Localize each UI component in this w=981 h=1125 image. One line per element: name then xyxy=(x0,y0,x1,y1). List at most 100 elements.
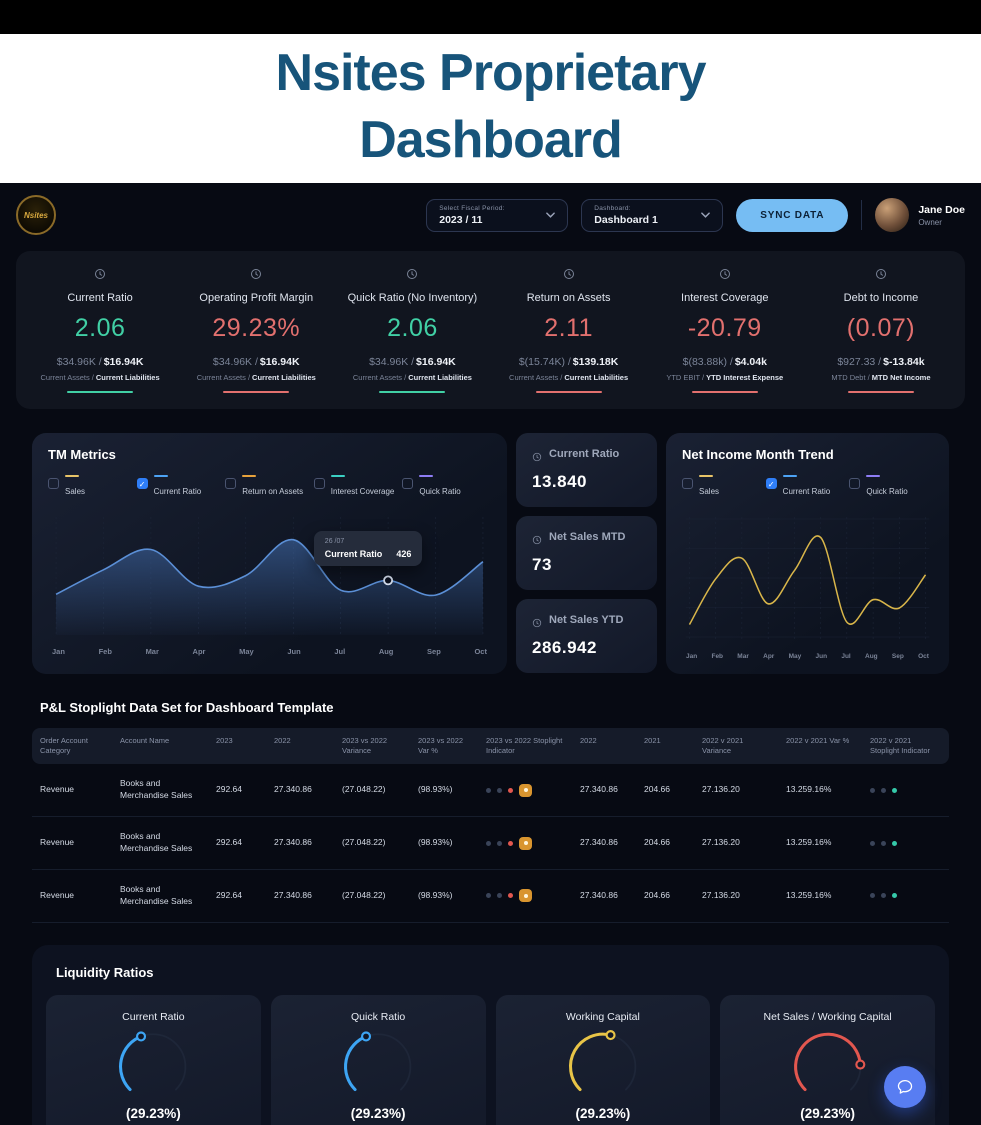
checkbox[interactable]: ✓ xyxy=(136,478,148,490)
stoplight-dot xyxy=(892,840,897,846)
kpi-label-left: YTD EBIT / xyxy=(666,373,705,383)
legend-color-dash xyxy=(699,475,713,478)
column-header: 2022 xyxy=(266,728,334,765)
legend-item-current-ratio[interactable]: ✓ Current Ratio xyxy=(765,475,850,499)
legend-item-current-ratio[interactable]: ✓ Current Ratio xyxy=(136,475,226,499)
user-name: Jane Doe xyxy=(918,203,965,216)
kpi-underline xyxy=(67,391,134,394)
stoplight-dot xyxy=(881,787,886,793)
fiscal-period-select[interactable]: Select Fiscal Period: 2023 / 11 xyxy=(426,198,569,232)
legend-label: Return on Assets xyxy=(242,487,304,497)
kpi-value: 2.11 xyxy=(544,314,593,343)
checkbox[interactable] xyxy=(402,478,414,490)
cell-2023: 292.64 xyxy=(208,870,266,923)
tm-metrics-chart-area: 26 /07 Current Ratio 426 xyxy=(48,513,491,639)
cell-category: Revenue xyxy=(32,870,112,923)
kpi-numerator: $34.96K / xyxy=(369,356,415,369)
clock-icon xyxy=(719,267,731,280)
gauge-value: (29.23%) xyxy=(575,1105,631,1121)
legend-item-interest-coverage[interactable]: Interest Coverage xyxy=(313,475,403,499)
kpi-label-right: Current Liabilities xyxy=(408,373,472,383)
legend-color-dash xyxy=(242,475,257,478)
legend-label: Current Ratio xyxy=(782,487,831,497)
stoplight-dot xyxy=(508,893,513,899)
metric-card-net-sales-ytd: Net Sales YTD 286.942 xyxy=(516,599,657,674)
metric-card-title: Current Ratio xyxy=(549,448,620,461)
chevron-down-icon xyxy=(701,212,711,218)
chat-button[interactable] xyxy=(884,1066,926,1108)
clock-icon xyxy=(250,267,262,280)
kpi-value: 2.06 xyxy=(387,314,438,343)
cell-stoplight xyxy=(862,817,949,870)
tooltip-value: 426 xyxy=(396,548,412,559)
kpi-operating-profit-margin: Operating Profit Margin 29.23% $34.96K /… xyxy=(178,267,334,394)
x-axis-label: Aug xyxy=(378,647,394,657)
dashboard-select[interactable]: Dashboard: Dashboard 1 xyxy=(581,198,724,232)
checkbox[interactable]: ✓ xyxy=(765,478,777,490)
kpi-value: -20.79 xyxy=(687,314,762,343)
checkbox[interactable] xyxy=(682,478,693,490)
kpi-numerator: $(15.74K) / xyxy=(518,356,571,369)
cell-account: Books and Merchandise Sales xyxy=(112,817,208,870)
kpi-label-right: MTD Net Income xyxy=(871,373,931,383)
chat-bubble-icon xyxy=(896,1078,914,1096)
gauge-value: (29.23%) xyxy=(125,1105,181,1121)
kpi-title: Interest Coverage xyxy=(681,292,769,305)
legend-item-sales[interactable]: Sales xyxy=(48,475,137,499)
kpi-denominator: $16.94K xyxy=(416,356,456,369)
stoplight-badge-icon xyxy=(519,783,532,797)
stoplight-dot xyxy=(486,893,491,899)
table-row: Revenue Books and Merchandise Sales 292.… xyxy=(32,817,949,870)
legend-item-return-on-assets[interactable]: Return on Assets xyxy=(225,475,314,499)
x-axis-label: Mar xyxy=(145,647,159,657)
cell-category: Revenue xyxy=(32,817,112,870)
legend-item-quick-ratio[interactable]: Quick Ratio xyxy=(402,475,491,499)
x-axis-label: Oct xyxy=(474,647,487,657)
checkbox[interactable] xyxy=(48,478,59,490)
user-role: Owner xyxy=(918,217,942,227)
kpi-return-on-assets: Return on Assets 2.11 $(15.74K) / $139.18… xyxy=(491,267,647,394)
net-income-trend-chart xyxy=(685,517,930,642)
gauge-card-working-capital: Working Capital (29.23%) Working Capital… xyxy=(495,994,711,1125)
clock-icon xyxy=(875,267,887,280)
checkbox[interactable] xyxy=(849,478,861,490)
checkbox[interactable] xyxy=(225,478,237,490)
cell-stoplight xyxy=(862,870,949,923)
x-axis-label: Sep xyxy=(891,653,904,661)
table-title: P&L Stoplight Data Set for Dashboard Tem… xyxy=(40,700,334,716)
clock-icon xyxy=(532,449,542,462)
x-axis-label: Jul xyxy=(841,653,851,661)
user-profile[interactable]: Jane Doe Owner xyxy=(875,198,965,233)
gauge-card-current-ratio: Current Ratio (29.23%) Current Ratio $34… xyxy=(46,994,261,1125)
clock-icon xyxy=(563,267,575,280)
dashboard-select-label: Dashboard: xyxy=(594,204,631,212)
column-header: 2022 v 2021 Stoplight Indicator xyxy=(862,728,949,765)
cell-variance: (27.048.22) xyxy=(334,764,410,818)
stoplight-badge-icon xyxy=(519,836,532,850)
metric-card-value: 13.840 xyxy=(532,472,587,492)
stoplight-dot xyxy=(870,787,875,793)
x-axis-label: Sep xyxy=(427,647,441,657)
sync-data-button[interactable]: SYNC DATA xyxy=(736,198,849,232)
cell-2022: 27.340.86 xyxy=(266,817,334,870)
legend-item-sales[interactable]: Sales xyxy=(682,475,766,499)
metric-card-title: Net Sales YTD xyxy=(549,614,624,627)
legend-item-quick-ratio[interactable]: Quick Ratio xyxy=(849,475,933,499)
cell-variance2: 27.136.20 xyxy=(694,764,778,818)
checkbox[interactable] xyxy=(313,478,325,490)
net-income-trend-panel: Net Income Month Trend Sales ✓ Current R… xyxy=(666,433,949,675)
table-row: Revenue Books and Merchandise Sales 292.… xyxy=(32,870,949,923)
cell-variance: (27.048.22) xyxy=(334,870,410,923)
stoplight-dot xyxy=(881,840,886,846)
nsites-logo: Nsites xyxy=(16,195,56,236)
x-axis-label: Feb xyxy=(98,647,112,657)
tooltip-date: 26 /07 xyxy=(324,537,345,545)
column-header: Order Account Category xyxy=(32,728,112,765)
gauge-title: Current Ratio xyxy=(122,1010,185,1023)
kpi-numerator: $(83.88k) / xyxy=(682,356,733,369)
avatar xyxy=(875,198,910,233)
gauge-chart xyxy=(793,1032,865,1091)
kpi-denominator: $16.94K xyxy=(259,356,300,369)
cell-variance2: 27.136.20 xyxy=(694,870,778,923)
kpi-debt-to-income: Debt to Income (0.07) $927.33 /$-13.84k … xyxy=(803,267,959,394)
